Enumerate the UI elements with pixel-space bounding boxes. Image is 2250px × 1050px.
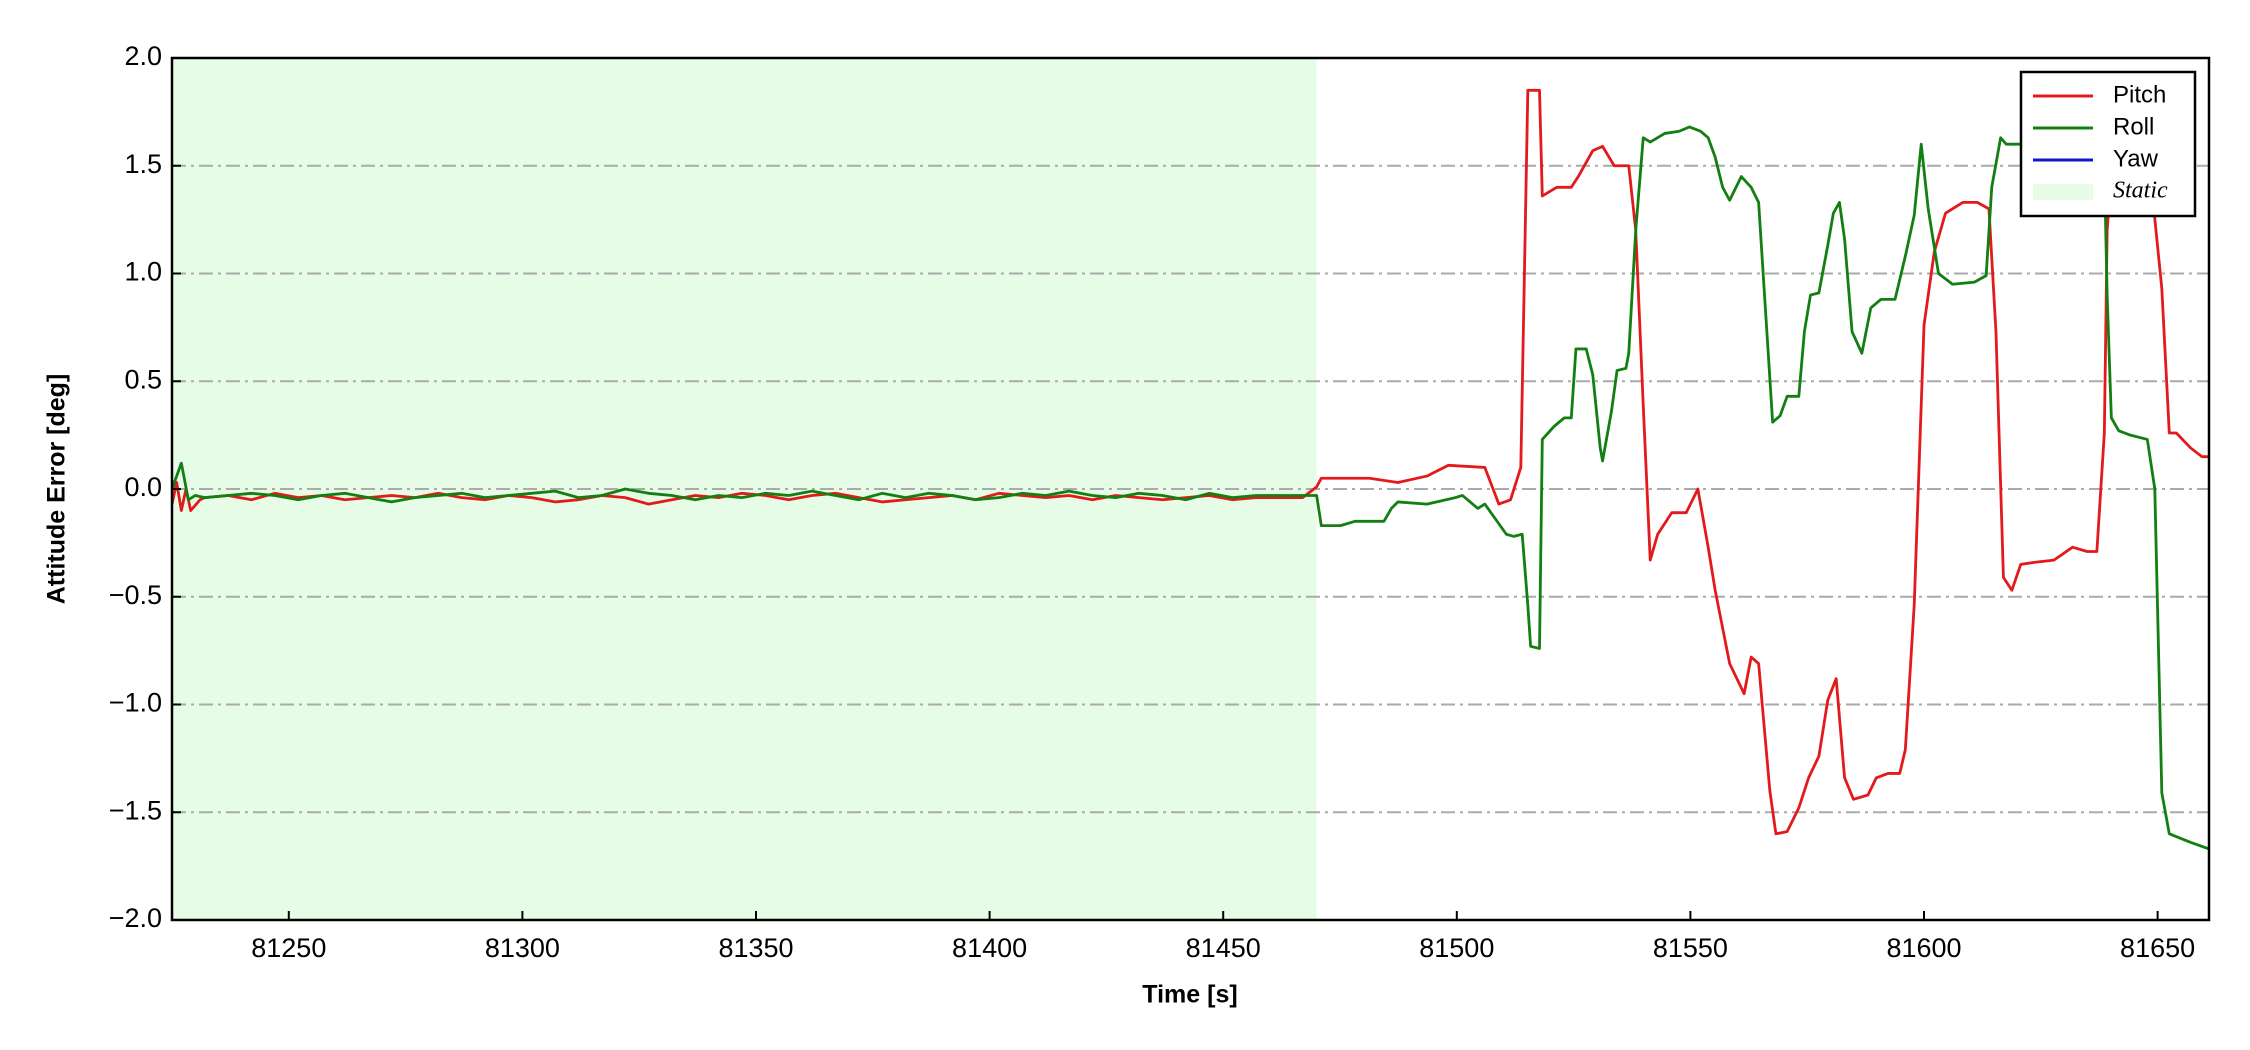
y-tick-label: 0.5	[124, 364, 162, 394]
series-line	[172, 125, 2209, 851]
legend-label: Roll	[2113, 113, 2154, 140]
y-tick-label: 1.0	[124, 257, 162, 287]
x-tick-label: 81550	[1653, 933, 1728, 963]
x-tick-label: 81450	[1186, 933, 1261, 963]
x-tick-label: 81250	[251, 933, 326, 963]
grid-layer	[172, 164, 2209, 814]
x-tick-label: 81650	[2120, 933, 2195, 963]
x-tick-label: 81500	[1419, 933, 1494, 963]
x-tick-label: 81400	[952, 933, 1027, 963]
y-axis-label: Attitude Error [deg]	[43, 374, 71, 605]
y-tick-label: −1.5	[109, 795, 162, 825]
series-line	[172, 88, 2209, 836]
legend-label: Static	[2113, 178, 2168, 204]
line-layer	[172, 88, 2209, 851]
legend-label: Pitch	[2113, 81, 2166, 108]
y-tick-label: −2.0	[109, 903, 162, 933]
x-tick-label: 81350	[718, 933, 793, 963]
x-tick-label: 81300	[485, 933, 560, 963]
x-axis-label: Time [s]	[1142, 981, 1237, 1009]
legend-label: Yaw	[2113, 145, 2159, 172]
legend-swatch	[2033, 184, 2093, 200]
y-tick-label: 2.0	[124, 41, 162, 71]
y-tick-label: −0.5	[109, 580, 162, 610]
tick-layer: −2.0 −1.5 −1.0 −0.5 0.0 0.5 1.0 1.5 2.0 81250 8130…	[109, 41, 2195, 963]
y-tick-label: 1.5	[124, 149, 162, 179]
y-tick-label: −1.0	[109, 688, 162, 718]
legend: Pitch Roll Yaw Static	[2019, 70, 2197, 218]
x-tick-label: 81600	[1886, 933, 1961, 963]
y-tick-label: 0.0	[124, 472, 162, 502]
